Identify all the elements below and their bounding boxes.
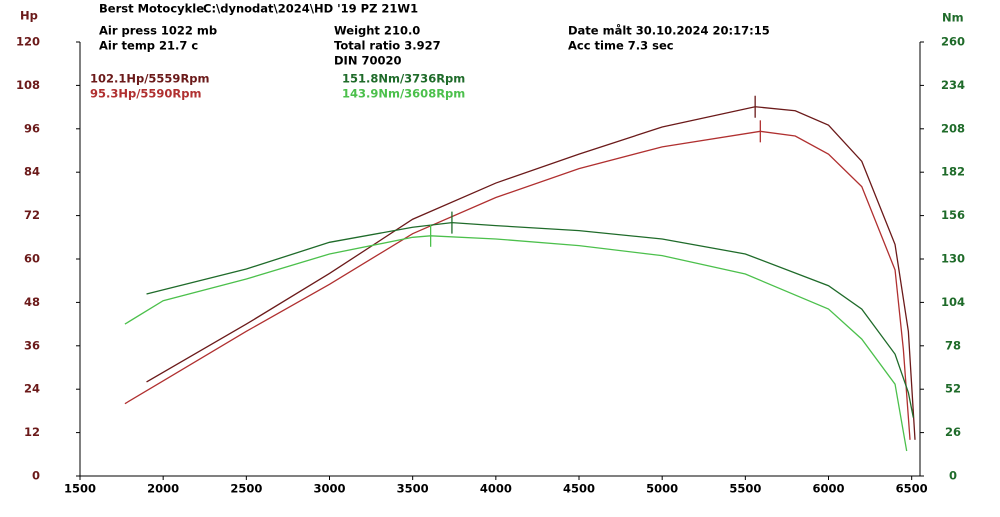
air-temp: Air temp 21.7 c	[99, 39, 198, 53]
y2-tick-label: 260	[941, 35, 965, 49]
y-tick-label: 24	[24, 382, 40, 396]
shop-name: Berst Motocykle	[99, 2, 204, 16]
y2-tick-label: 0	[949, 469, 957, 483]
acc-time: Acc time 7.3 sec	[568, 39, 674, 53]
y-tick-label: 60	[24, 252, 40, 266]
series-line	[124, 235, 908, 452]
standard: DIN 70020	[334, 54, 401, 68]
y-axis-title: Hp	[20, 9, 38, 23]
y2-tick-label: 182	[941, 165, 965, 179]
legend-label: 143.9Nm/3608Rpm	[342, 87, 465, 101]
x-tick-label: 3000	[313, 482, 345, 496]
y2-tick-label: 104	[941, 295, 965, 309]
x-tick-label: 2000	[147, 482, 179, 496]
x-tick-label: 4000	[480, 482, 512, 496]
y-tick-label: 96	[24, 121, 40, 135]
legend-label: 102.1Hp/5559Rpm	[90, 72, 210, 86]
y-tick-label: 108	[16, 78, 40, 92]
series-line	[146, 106, 916, 440]
legend-label: 95.3Hp/5590Rpm	[90, 87, 202, 101]
x-tick-label: 6500	[896, 482, 928, 496]
legend-label: 151.8Nm/3736Rpm	[342, 72, 465, 86]
y2-tick-label: 52	[945, 382, 961, 396]
x-tick-label: 2500	[230, 482, 262, 496]
weight: Weight 210.0	[334, 24, 420, 38]
total-ratio: Total ratio 3.927	[334, 39, 441, 53]
file-path: C:\dynodat\2024\HD '19 PZ 21W1	[203, 2, 418, 16]
x-tick-label: 6000	[813, 482, 845, 496]
y2-tick-label: 78	[945, 338, 961, 352]
y-tick-label: 0	[32, 469, 40, 483]
y-tick-label: 84	[24, 165, 40, 179]
y2-axis-title: Nm	[942, 11, 964, 25]
x-tick-label: 5500	[729, 482, 761, 496]
x-tick-label: 1500	[64, 482, 96, 496]
series-line	[124, 130, 911, 440]
y2-tick-label: 26	[945, 425, 961, 439]
date: Date målt 30.10.2024 20:17:15	[568, 24, 770, 38]
y-tick-label: 12	[24, 425, 40, 439]
y-tick-label: 72	[24, 208, 40, 222]
y-tick-label: 36	[24, 338, 40, 352]
x-tick-label: 3500	[397, 482, 429, 496]
series-line	[146, 221, 914, 418]
y2-tick-label: 234	[941, 78, 965, 92]
y2-tick-label: 156	[941, 208, 965, 222]
y2-tick-label: 130	[941, 252, 965, 266]
x-tick-label: 4500	[563, 482, 595, 496]
y-tick-label: 120	[16, 35, 40, 49]
air-press: Air press 1022 mb	[99, 24, 217, 38]
y-tick-label: 48	[24, 295, 40, 309]
x-tick-label: 5000	[646, 482, 678, 496]
y2-tick-label: 208	[941, 121, 965, 135]
